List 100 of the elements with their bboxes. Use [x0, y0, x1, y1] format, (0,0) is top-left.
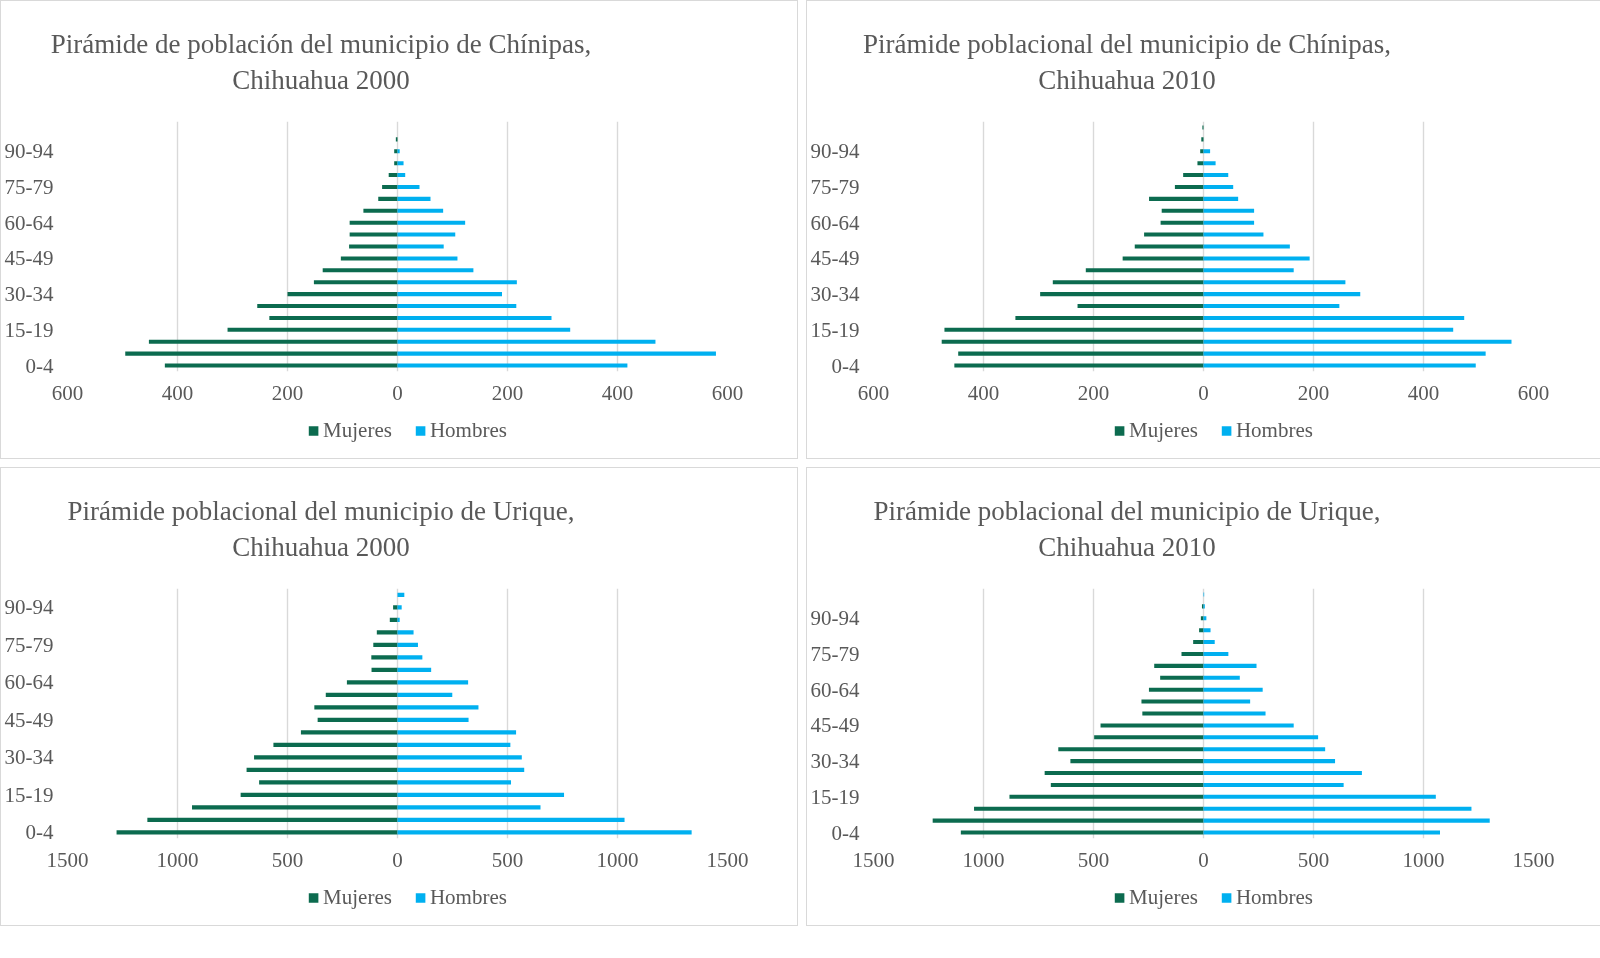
bar	[1203, 351, 1486, 356]
bar	[1203, 675, 1240, 680]
bar	[1203, 256, 1310, 261]
y-tick-label: 45-49	[810, 246, 860, 271]
bar	[1203, 794, 1436, 799]
legend-label: Mujeres	[323, 884, 392, 910]
bar	[397, 717, 469, 722]
bar	[1085, 268, 1204, 273]
bar	[1141, 699, 1204, 704]
bar	[397, 161, 404, 166]
bar	[944, 327, 1204, 332]
chart-title: Pirámide de población del municipio de Chínipas, Chihuahua 2000	[49, 28, 593, 97]
bar	[1203, 771, 1362, 776]
x-tick-label: 500	[1297, 847, 1330, 872]
y-tick-label: 30-34	[4, 745, 54, 770]
y-tick-label: 60-64	[810, 677, 860, 702]
x-tick-label: 0	[1198, 380, 1209, 405]
bar	[1203, 304, 1340, 309]
bar	[397, 232, 456, 237]
legend-label: Mujeres	[1129, 884, 1198, 910]
bar	[397, 680, 469, 685]
bar	[1122, 256, 1204, 261]
bar	[322, 268, 398, 273]
bar	[313, 280, 398, 285]
bar	[1203, 232, 1264, 237]
bar	[397, 667, 432, 672]
bar	[1160, 675, 1204, 680]
y-tick-label: 0-4	[831, 820, 860, 845]
bar	[1203, 280, 1346, 285]
bar	[382, 184, 398, 189]
bar	[1203, 723, 1294, 728]
y-tick-label: 15-19	[4, 782, 54, 807]
bar	[1203, 327, 1454, 332]
bar	[1149, 196, 1204, 201]
y-tick-label: 0-4	[831, 353, 860, 378]
bar	[1203, 711, 1266, 716]
bar	[1203, 663, 1257, 668]
y-tick-label: 15-19	[810, 317, 860, 342]
bar	[1134, 244, 1204, 249]
bar	[1203, 208, 1255, 213]
bar	[1070, 759, 1204, 764]
bar	[397, 817, 625, 822]
bar	[1015, 315, 1204, 320]
y-tick-label: 30-34	[810, 749, 860, 774]
bar	[1050, 782, 1204, 787]
bar	[397, 304, 517, 309]
x-tick-label: 600	[1517, 380, 1550, 405]
bar	[314, 705, 398, 710]
bar	[1203, 161, 1216, 166]
bar	[1203, 759, 1336, 764]
bar	[397, 173, 406, 178]
x-tick-label: 1000	[962, 847, 1005, 872]
x-tick-label: 200	[491, 380, 524, 405]
x-tick-label: 1000	[596, 847, 639, 872]
bar	[1203, 268, 1294, 273]
bar	[397, 805, 541, 810]
x-tick-label: 400	[161, 380, 194, 405]
bar	[1142, 711, 1204, 716]
x-tick-label: 200	[1077, 380, 1110, 405]
bar	[287, 292, 398, 297]
y-tick-label: 0-4	[25, 353, 54, 378]
bar	[1203, 651, 1229, 656]
bar	[397, 830, 692, 835]
bar	[1154, 663, 1204, 668]
bar	[1203, 173, 1229, 178]
y-tick-label: 45-49	[4, 707, 54, 732]
y-tick-label: 75-79	[810, 174, 860, 199]
bar	[1160, 220, 1204, 225]
x-tick-label: 1500	[46, 847, 89, 872]
bar	[164, 363, 398, 368]
x-tick-label: 0	[1198, 847, 1209, 872]
bar	[147, 817, 398, 822]
bar	[397, 280, 517, 285]
bar	[1203, 699, 1251, 704]
legend-label: Hombres	[429, 417, 507, 443]
bar	[397, 363, 628, 368]
bar	[349, 232, 398, 237]
bar	[192, 805, 398, 810]
bar	[394, 161, 398, 166]
bar	[300, 730, 398, 735]
y-tick-label: 60-64	[4, 670, 54, 695]
bar	[371, 655, 398, 660]
bar	[1203, 640, 1215, 645]
bar	[376, 630, 398, 635]
x-tick-label: 1000	[1402, 847, 1445, 872]
bar	[388, 173, 398, 178]
bar	[1203, 782, 1344, 787]
bar	[257, 304, 398, 309]
legend-label: Hombres	[1235, 417, 1313, 443]
bar	[378, 196, 398, 201]
bar	[227, 327, 398, 332]
bar	[397, 792, 565, 797]
x-tick-label: 600	[857, 380, 890, 405]
bar	[363, 208, 398, 213]
y-tick-label: 45-49	[810, 713, 860, 738]
y-tick-label: 0-4	[25, 820, 54, 845]
bar	[1203, 747, 1326, 752]
bar	[1203, 806, 1472, 811]
bar	[1203, 830, 1440, 835]
bar	[397, 327, 571, 332]
